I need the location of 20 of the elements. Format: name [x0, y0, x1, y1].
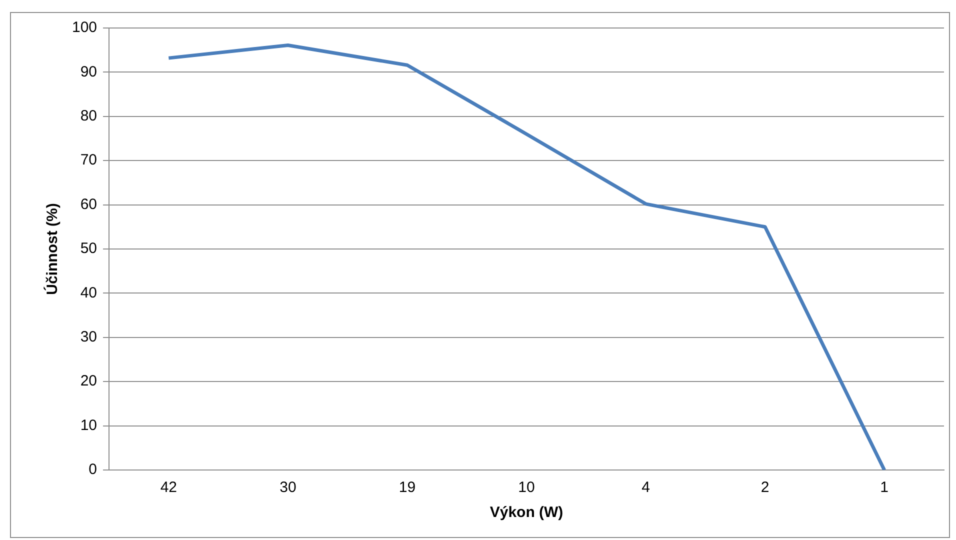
- y-tick-label: 30: [80, 328, 98, 346]
- x-tick-label: 42: [160, 479, 178, 496]
- x-tick-label: 4: [642, 479, 650, 496]
- y-tick-label: 90: [80, 63, 98, 80]
- y-tick-label: 50: [80, 240, 98, 258]
- y-tick-label: 20: [80, 372, 98, 390]
- y-tick-label: 40: [80, 284, 98, 302]
- y-axis-title: Účinnost (%): [43, 203, 62, 295]
- x-axis-title: Výkon (W): [490, 504, 564, 522]
- y-tick-label: 0: [88, 461, 98, 478]
- y-tick-label: 70: [80, 152, 98, 169]
- y-tick-label: 60: [80, 196, 98, 213]
- y-tick-label: 10: [80, 416, 98, 434]
- x-tick-label: 2: [760, 479, 770, 496]
- y-tick-label: 80: [80, 108, 98, 125]
- x-tick-label: 1: [880, 479, 889, 496]
- y-tick-label: 100: [72, 19, 98, 36]
- x-tick-label: 10: [518, 479, 535, 496]
- x-tick-label: 19: [398, 479, 416, 496]
- x-tick-label: 30: [280, 479, 296, 496]
